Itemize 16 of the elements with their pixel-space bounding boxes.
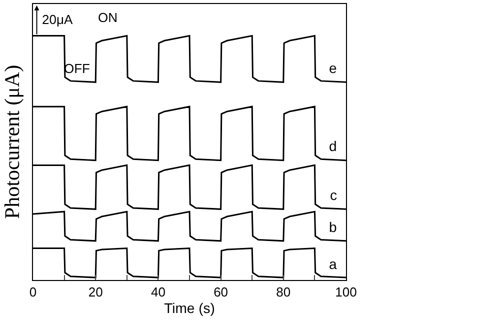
x-tick-label: 40 [150,284,166,300]
series-label: d [329,138,337,154]
series-label: c [330,187,337,203]
x-tick-label: 80 [276,284,291,300]
x-tick-label: 0 [29,284,37,300]
y-axis-title: Photocurrent (μA) [0,64,24,220]
series-label: e [329,60,337,76]
annotation: OFF [64,61,90,76]
text: ON [98,10,118,25]
x-axis-title: Time (s) [164,300,215,316]
series-label: b [329,219,337,235]
series-label: a [329,256,337,272]
x-tick-label: 60 [214,284,228,300]
text: 20μA [42,12,73,27]
x-tick-label: 20 [88,284,103,300]
x-tick-label: 100 [335,284,357,300]
